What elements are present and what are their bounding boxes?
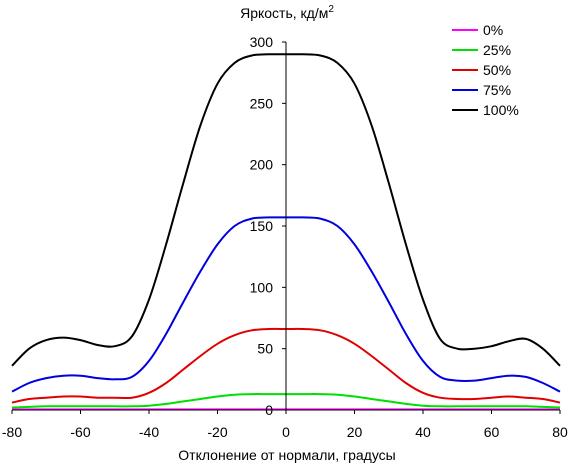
y-axis-title-main: Яркость, кд/м — [240, 5, 328, 21]
x-tick-label: -80 — [2, 424, 22, 440]
y-tick-label: 200 — [250, 157, 274, 173]
x-tick-label: -60 — [70, 424, 90, 440]
y-tick-label: 250 — [250, 95, 274, 111]
x-tick-label: 80 — [552, 424, 568, 440]
y-tick-label: 0 — [265, 402, 273, 418]
x-tick-label: -20 — [207, 424, 227, 440]
x-tick-label: 0 — [282, 424, 290, 440]
y-tick-label: 150 — [250, 218, 274, 234]
legend-label: 0% — [483, 22, 503, 38]
legend-label: 75% — [483, 82, 511, 98]
legend-label: 25% — [483, 42, 511, 58]
y-ticks: 0 50 100 150 200 250 300 — [250, 34, 286, 418]
y-tick-label: 300 — [250, 34, 274, 50]
x-tick-label: 40 — [415, 424, 431, 440]
legend-label: 50% — [483, 62, 511, 78]
legend-label: 100% — [483, 102, 519, 118]
y-axis-title: Яркость, кд/м2 — [240, 4, 334, 21]
legend: 0% 25% 50% 75% 100% — [452, 22, 519, 118]
y-tick-label: 50 — [257, 341, 273, 357]
y-tick-label: 100 — [250, 279, 274, 295]
x-tick-label: 60 — [484, 424, 500, 440]
x-tick-label: -40 — [139, 424, 159, 440]
x-axis-title: Отклонение от нормали, градусы — [178, 447, 395, 463]
x-tick-label: 20 — [347, 424, 363, 440]
y-axis-title-superscript: 2 — [328, 4, 334, 15]
x-ticks: -80 -60 -40 -20 0 20 40 60 80 — [2, 410, 568, 440]
